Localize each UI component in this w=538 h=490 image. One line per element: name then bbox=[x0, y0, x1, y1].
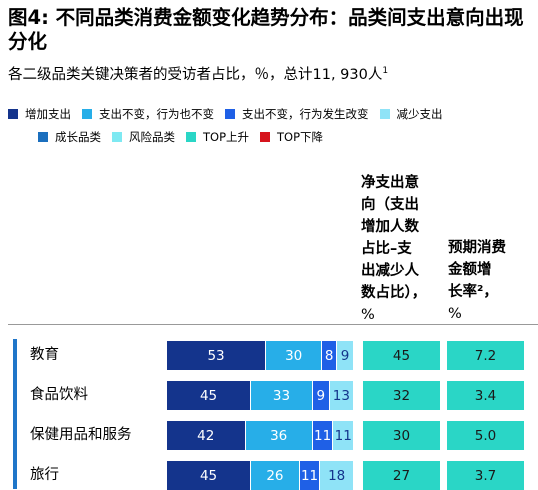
legend-label: TOP上升 bbox=[203, 130, 250, 144]
chart-title: 图4: 不同品类消费金额变化趋势分布：品类间支出意向出现分化 bbox=[8, 6, 524, 53]
legend-swatch bbox=[379, 109, 390, 119]
net-intent-value: 45 bbox=[363, 341, 440, 370]
bar-segment: 11 bbox=[299, 461, 321, 490]
legend-item: 成长品类 bbox=[38, 129, 101, 145]
legend-swatch bbox=[112, 132, 122, 142]
legend-item: 支出不变，行为发生改变 bbox=[225, 106, 369, 122]
bar-segment: 8 bbox=[322, 341, 338, 370]
header-unit: % bbox=[361, 307, 375, 323]
legend-label: 减少支出 bbox=[396, 107, 443, 121]
bar-segment: 13 bbox=[329, 381, 354, 410]
expected-growth-value: 3.4 bbox=[447, 381, 524, 410]
category-label: 食品饮料 bbox=[30, 387, 88, 403]
legend-label: 增加支出 bbox=[25, 107, 71, 121]
net-intent-value: 32 bbox=[363, 381, 440, 410]
legend-item: 风险品类 bbox=[112, 129, 175, 145]
legend-item: TOP下降 bbox=[260, 129, 323, 145]
legend-swatch bbox=[225, 109, 235, 119]
legend-label: 支出不变，行为也不变 bbox=[99, 107, 214, 121]
legend-swatch bbox=[260, 132, 271, 142]
bar-segment: 9 bbox=[337, 341, 354, 370]
category-group-bar bbox=[13, 339, 17, 489]
bar-segment: 45 bbox=[167, 381, 252, 410]
bar-segment: 11 bbox=[333, 421, 354, 450]
header-line: 向（支出 bbox=[361, 197, 419, 213]
expected-growth-header: 预期消费金额增长率²，% bbox=[448, 237, 506, 325]
legend-row-2: 成长品类 风险品类 TOP上升 TOP下降 bbox=[38, 129, 334, 145]
header-line: 数占比）， bbox=[361, 285, 427, 301]
legend-swatch bbox=[82, 109, 92, 119]
legend-label: 风险品类 bbox=[129, 130, 175, 144]
legend-swatch bbox=[38, 132, 48, 142]
net-intent-value: 30 bbox=[363, 421, 440, 450]
bar-segment: 45 bbox=[167, 461, 252, 490]
expected-growth-value: 3.7 bbox=[447, 461, 524, 490]
net-intent-header: 净支出意向（支出增加人数占比–支出减少人数占比），% bbox=[361, 172, 426, 326]
bar-segment: 42 bbox=[167, 421, 246, 450]
net-intent-value: 27 bbox=[363, 461, 440, 490]
legend-row-1: 增加支出 支出不变，行为也不变 支出不变，行为发生改变 减少支出 bbox=[8, 106, 454, 122]
chart-subtitle: 各二级品类关键决策者的受访者占比，％，总计11, 930人1 bbox=[8, 62, 388, 84]
header-line: 净支出意 bbox=[361, 175, 419, 191]
header-line: 增加人数 bbox=[361, 219, 419, 235]
header-line: 金额增 bbox=[448, 262, 492, 278]
header-line: 出减少人 bbox=[361, 263, 419, 279]
subtitle-text: 各二级品类关键决策者的受访者占比，％，总计11, 930人 bbox=[8, 66, 383, 83]
header-divider bbox=[8, 324, 538, 325]
expected-growth-value: 7.2 bbox=[447, 341, 524, 370]
legend-item: 支出不变，行为也不变 bbox=[82, 106, 214, 122]
legend-label: 支出不变，行为发生改变 bbox=[242, 107, 369, 121]
legend-swatch bbox=[186, 132, 196, 142]
legend-item: 减少支出 bbox=[379, 106, 443, 122]
bar-segment: 11 bbox=[312, 421, 334, 450]
header-line: 占比–支 bbox=[361, 241, 412, 257]
bar-segment: 18 bbox=[320, 461, 354, 490]
legend-label: 成长品类 bbox=[55, 130, 101, 144]
category-label: 旅行 bbox=[30, 467, 59, 483]
subtitle-footnote: 1 bbox=[382, 66, 389, 76]
header-unit: % bbox=[448, 306, 462, 322]
bar-segment: 33 bbox=[251, 381, 313, 410]
legend-label: TOP下降 bbox=[277, 130, 324, 144]
category-label: 保健用品和服务 bbox=[30, 427, 132, 443]
bar-segment: 26 bbox=[251, 461, 300, 490]
legend-item: 增加支出 bbox=[8, 106, 71, 122]
legend-item: TOP上升 bbox=[186, 129, 249, 145]
bar-segment: 53 bbox=[167, 341, 267, 370]
bar-segment: 30 bbox=[266, 341, 323, 370]
legend-swatch bbox=[8, 109, 18, 119]
header-line: 长率²， bbox=[448, 284, 498, 300]
expected-growth-value: 5.0 bbox=[447, 421, 524, 450]
bar-segment: 9 bbox=[312, 381, 330, 410]
bar-segment: 36 bbox=[245, 421, 313, 450]
category-label: 教育 bbox=[30, 347, 59, 363]
header-line: 预期消费 bbox=[448, 240, 506, 256]
